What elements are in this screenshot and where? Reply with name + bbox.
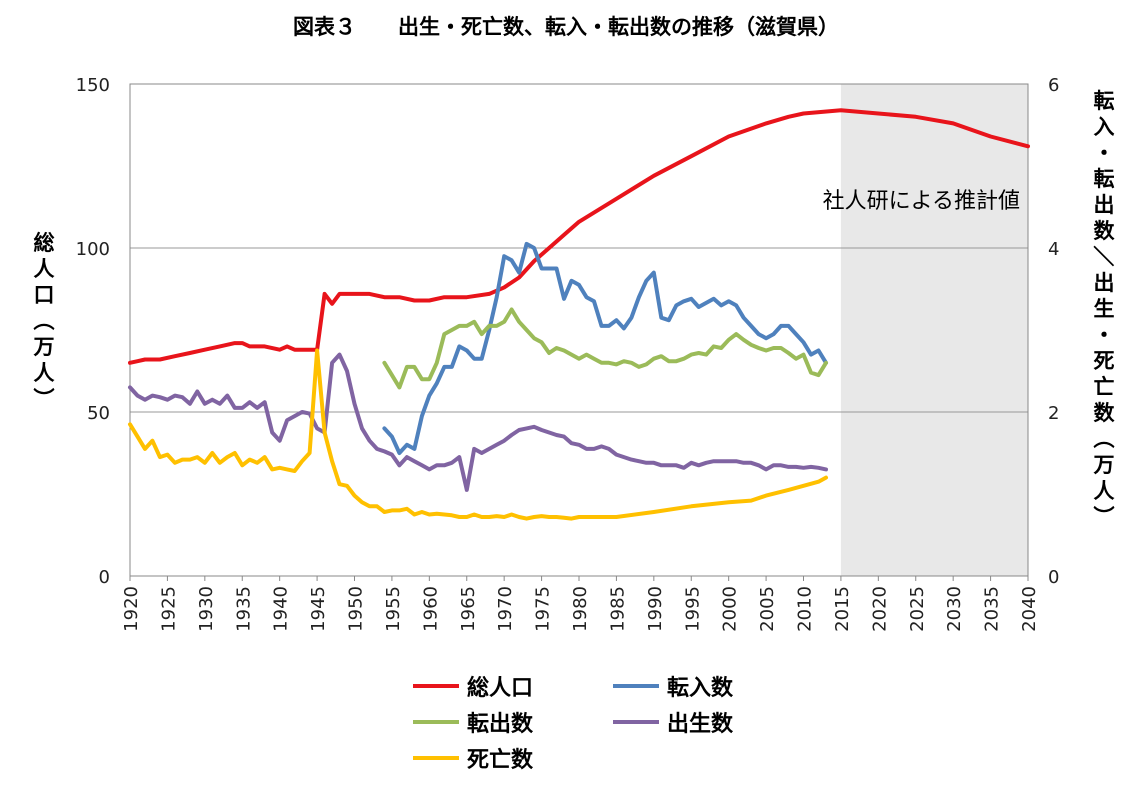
x-tick-label: 2005: [757, 586, 778, 632]
legend-item-deaths: 死亡数: [413, 744, 534, 773]
legend-label: 出生数: [667, 712, 734, 737]
axis-title-char: 生: [1094, 297, 1115, 321]
x-tick-label: 2035: [982, 586, 1003, 632]
x-tick-label: 1930: [196, 586, 217, 632]
y-tick-right: 0: [1048, 567, 1059, 588]
y-tick-right: 2: [1048, 403, 1059, 424]
x-tick-label: 1945: [308, 586, 329, 632]
series-line-転出数: [382, 307, 828, 390]
x-tick-label: 2030: [944, 586, 965, 632]
x-tick-label: 1940: [271, 586, 292, 632]
axis-title-char: （: [1091, 428, 1115, 449]
y-tick-left: 0: [99, 567, 110, 588]
axis-title-char: ）: [31, 388, 55, 409]
axis-title-char: 入: [1094, 115, 1115, 139]
x-tick-label: 1975: [533, 586, 554, 632]
x-tick-label: 1950: [346, 586, 367, 632]
legend-label: 転出数: [467, 712, 534, 737]
legend-swatch: [413, 756, 459, 760]
y-tick-right: 4: [1048, 239, 1059, 260]
legend-swatch: [613, 720, 659, 724]
y-tick-left: 150: [76, 75, 110, 96]
legend-label: 転入数: [667, 676, 734, 701]
y-tick-right: 6: [1048, 75, 1059, 96]
axis-title-char: 亡: [1094, 375, 1115, 399]
axis-title-char: 万: [1093, 453, 1115, 477]
axis-title-char: 総: [34, 231, 55, 255]
legend-item-out: 転出数: [413, 708, 534, 737]
axis-title-char: 出: [1094, 193, 1115, 217]
legend-swatch: [413, 720, 459, 724]
projection-band: [840, 84, 1028, 576]
projection-label: 社人研による推計値: [823, 189, 1020, 214]
y-tick-left: 100: [76, 239, 110, 260]
legend-label: 死亡数: [467, 748, 534, 773]
x-tick-label: 2015: [832, 586, 853, 632]
x-tick-label: 1990: [645, 586, 666, 632]
axis-title-char: 人: [1094, 479, 1115, 503]
series-layer: [128, 108, 1030, 521]
x-tick-label: 1980: [570, 586, 591, 632]
axis-title-char: 出: [1094, 271, 1115, 295]
legend-item-total: 総人口: [413, 672, 534, 701]
x-tick-label: 1995: [682, 586, 703, 632]
x-tick-label: 1965: [458, 586, 479, 632]
x-tick-label: 1955: [383, 586, 404, 632]
axis-title-char: （: [31, 310, 55, 331]
series-line-出生数: [128, 352, 828, 492]
x-tick-label: 1935: [233, 586, 254, 632]
series-line-転入数: [382, 241, 828, 455]
x-tick-label: 1925: [158, 586, 179, 632]
axis-title-char: 転: [1094, 167, 1115, 191]
axis-title-char: 死: [1094, 349, 1115, 373]
x-tick-label: 2000: [720, 586, 741, 632]
legend-label: 総人口: [467, 676, 534, 701]
axis-title-char: 口: [34, 283, 55, 307]
axis-title-char: ／: [1091, 246, 1115, 267]
axis-title-char: 数: [1094, 219, 1116, 243]
y-tick-left: 50: [87, 403, 110, 424]
axis-title-char: ・: [1094, 323, 1115, 347]
legend-swatch: [413, 684, 459, 688]
axis-title-char: 人: [34, 361, 55, 385]
legend: 総人口 転入数 転出数 出生数 死亡数: [413, 672, 753, 782]
axis-title-char: 万: [33, 335, 55, 359]
axis-title-char: 人: [34, 257, 55, 281]
x-tick-label: 1985: [607, 586, 628, 632]
axis-title-char: 転: [1094, 89, 1115, 113]
legend-item-births: 出生数: [613, 708, 734, 737]
y-axis-left-title: 総人口（万人）: [31, 231, 55, 409]
x-tick-label: 1920: [121, 586, 142, 632]
axes-layer: 0 50 100 150 0 2 4 6 1920 1925 1930 1935 1940 1945 195…: [76, 75, 1060, 632]
x-tick-label: 2040: [1019, 586, 1040, 632]
x-tick-label: 1960: [420, 586, 441, 632]
y-axis-right-title: 転入・転出数／出生・死亡数（万人）: [1091, 89, 1116, 527]
axis-title-char: 数: [1094, 401, 1116, 425]
axis-title-char: ・: [1094, 141, 1115, 165]
x-tick-label: 2020: [869, 586, 890, 632]
chart-title: 図表３ 出生・死亡数、転入・転出数の推移（滋賀県）: [293, 15, 839, 39]
series-line-総人口: [128, 108, 1030, 365]
legend-swatch: [613, 684, 659, 688]
x-tick-label: 2010: [795, 586, 816, 632]
axis-title-char: ）: [1091, 506, 1115, 527]
x-tick-label: 1970: [495, 586, 516, 632]
series-line-死亡数: [128, 348, 828, 521]
x-tick-label: 2025: [907, 586, 928, 632]
legend-item-in: 転入数: [613, 672, 734, 701]
